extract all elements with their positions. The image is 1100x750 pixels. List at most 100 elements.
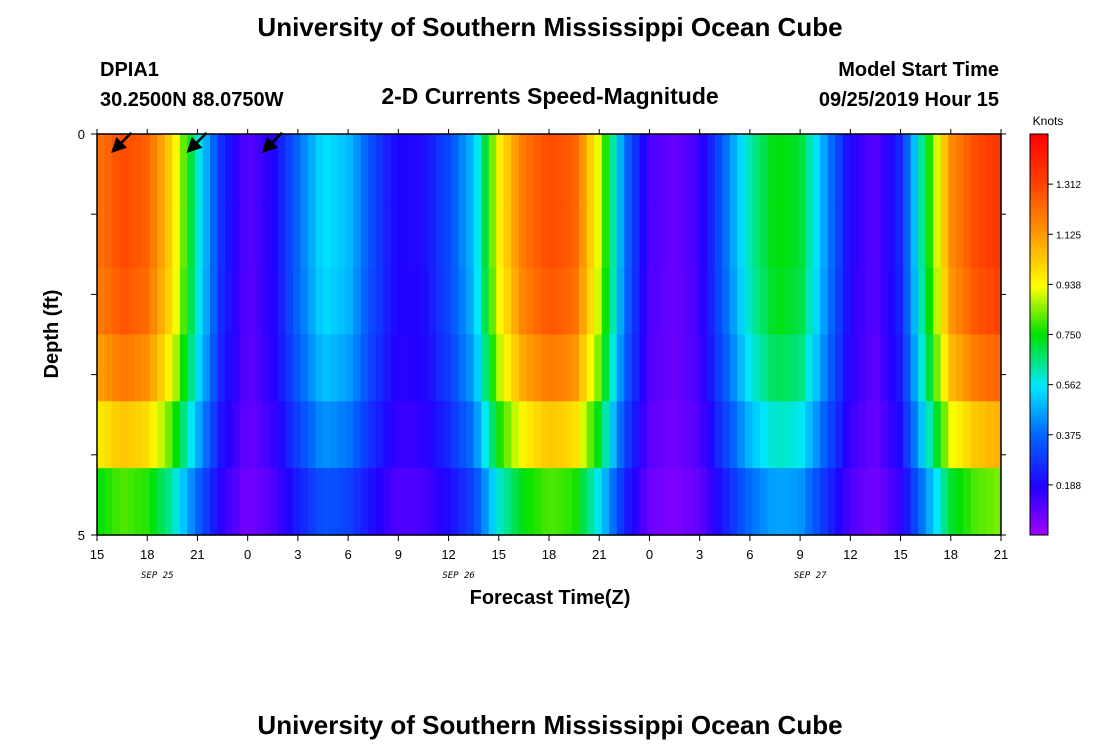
heatmap-cell <box>526 468 535 536</box>
heatmap-cell <box>496 200 505 269</box>
heatmap-cell <box>134 401 143 469</box>
heatmap-cell <box>270 334 279 402</box>
heatmap-cell <box>631 334 640 402</box>
heatmap-cell <box>345 200 354 269</box>
heatmap-cell <box>443 267 452 336</box>
heatmap-cell <box>993 200 1002 269</box>
heatmap-cell <box>737 267 746 336</box>
heatmap-cell <box>692 134 701 202</box>
current-vector-arrow <box>186 131 208 153</box>
heatmap-cell <box>451 267 460 336</box>
heatmap-cell <box>518 200 527 269</box>
heatmap-cell <box>549 200 558 269</box>
heatmap-cell <box>556 267 565 336</box>
heatmap-cell <box>903 334 912 402</box>
heatmap-cell <box>375 134 384 202</box>
heatmap-cell <box>759 334 769 402</box>
heatmap-cell <box>368 134 377 202</box>
heatmap-cell <box>345 134 354 202</box>
heatmap-cell <box>375 267 384 336</box>
heatmap-cell <box>405 468 414 536</box>
heatmap-cell <box>601 401 610 469</box>
current-vector-arrow <box>261 131 283 153</box>
heatmap-cell <box>496 401 505 469</box>
heatmap-cell <box>699 334 708 402</box>
heatmap-cell <box>699 267 708 336</box>
heatmap-cell <box>759 468 769 536</box>
heatmap-cell <box>270 468 279 536</box>
heatmap-cell <box>526 200 535 269</box>
heatmap-cell <box>390 267 399 336</box>
heatmap-cell <box>451 401 460 469</box>
heatmap-cell <box>970 401 979 469</box>
heatmap-cell <box>925 468 934 536</box>
heatmap-cell <box>375 401 384 469</box>
heatmap-cell <box>428 200 437 269</box>
heatmap-cell <box>699 401 708 469</box>
heatmap-cell <box>978 134 987 202</box>
heatmap-cell <box>277 401 286 469</box>
heatmap-cell <box>955 200 964 269</box>
heatmap-cell <box>835 468 844 536</box>
heatmap-cell <box>737 200 746 269</box>
heatmap-cell <box>292 334 301 402</box>
heatmap-cell <box>842 200 851 269</box>
heatmap-cell <box>247 200 256 269</box>
heatmap-cell <box>714 200 723 269</box>
heatmap-cell <box>933 334 942 402</box>
x-tick-label: 9 <box>796 547 803 562</box>
heatmap-cell <box>323 200 332 269</box>
heatmap-cell <box>616 401 625 469</box>
heatmap-cell <box>985 334 995 402</box>
heatmap-cell <box>903 200 912 269</box>
heatmap-cell <box>157 468 166 536</box>
y-axis-ticks <box>91 133 1006 536</box>
heatmap-cell <box>752 200 761 269</box>
heatmap-cell <box>179 468 188 536</box>
heatmap-cell <box>420 401 430 469</box>
heatmap-cell <box>857 468 866 536</box>
heatmap-cell <box>820 468 829 536</box>
heatmap-cell <box>458 200 467 269</box>
heatmap-cell <box>880 267 889 336</box>
heatmap-cell <box>428 134 437 202</box>
heatmap-cell <box>857 401 866 469</box>
heatmap-cell <box>232 401 241 469</box>
heatmap-cell <box>526 401 535 469</box>
heatmap-cell <box>865 134 874 202</box>
heatmap-cell <box>134 200 143 269</box>
speed-heatmap <box>97 134 1002 536</box>
heatmap-cell <box>194 267 204 336</box>
heatmap-cell <box>782 200 791 269</box>
x-tick-label: 15 <box>492 547 506 562</box>
heatmap-cell <box>157 134 166 202</box>
heatmap-cell <box>240 401 249 469</box>
heatmap-cell <box>481 267 490 336</box>
heatmap-cell <box>955 401 964 469</box>
heatmap-cell <box>330 200 339 269</box>
heatmap-cell <box>533 401 543 469</box>
heatmap-cell <box>270 134 279 202</box>
heatmap-cell <box>549 468 558 536</box>
heatmap-cell <box>744 468 753 536</box>
heatmap-cell <box>850 334 859 402</box>
heatmap-cell <box>277 468 286 536</box>
heatmap-cell <box>812 134 821 202</box>
heatmap-cell <box>692 468 701 536</box>
heatmap-cell <box>978 468 987 536</box>
heatmap-cell <box>805 468 814 536</box>
heatmap-cell <box>217 134 226 202</box>
heatmap-cell <box>383 200 392 269</box>
heatmap-cell <box>127 134 136 202</box>
heatmap-cell <box>616 267 625 336</box>
heatmap-cell <box>865 267 874 336</box>
heatmap-cell <box>797 267 806 336</box>
heatmap-cell <box>307 267 317 336</box>
heatmap-cell <box>564 267 573 336</box>
heatmap-cell <box>353 200 362 269</box>
heatmap-cell <box>993 401 1002 469</box>
heatmap-cell <box>443 401 452 469</box>
heatmap-cell <box>315 134 324 202</box>
heatmap-cell <box>405 334 414 402</box>
heatmap-cell <box>511 134 520 202</box>
